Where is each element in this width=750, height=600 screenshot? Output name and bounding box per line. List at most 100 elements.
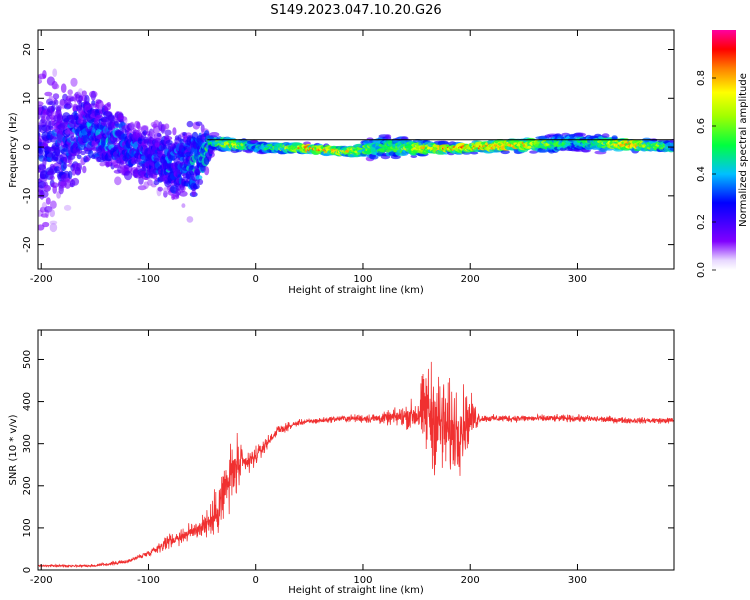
figure-title: S149.2023.047.10.20.G26 [270, 3, 441, 18]
heatmap-cell [186, 120, 194, 128]
heatmap-cell [45, 197, 51, 205]
snr-y-axis-label: SNR (10 * v/v) [8, 414, 19, 485]
colorbar-gradient [712, 30, 736, 270]
heatmap-cell [670, 142, 674, 147]
heatmap-cell [153, 119, 160, 130]
heatmap-y-tick-label: 0 [22, 144, 33, 150]
colorbar-ticks: 0.0 0.2 0.4 0.6 0.8 [696, 70, 716, 278]
heatmap-cell [156, 132, 162, 137]
heatmap-cell [529, 150, 538, 154]
snr-x-tick-label: 300 [568, 575, 587, 586]
snr-y-tick-label: 300 [22, 434, 33, 453]
snr-y-tick-label: 100 [22, 518, 33, 537]
heatmap-cell [62, 162, 68, 169]
colorbar: 0.0 0.2 0.4 0.6 0.8 Normalized spectral ampl… [696, 30, 749, 278]
heatmap-cell [44, 185, 50, 192]
heatmap-cell [179, 190, 188, 197]
heatmap-cell [164, 129, 172, 136]
heatmap-cell [54, 145, 61, 156]
heatmap-x-axis-label: Height of straight line (km) [288, 285, 424, 296]
heatmap-cell [52, 68, 58, 77]
snr-x-axis-label: Height of straight line (km) [288, 585, 424, 596]
heatmap-cell [385, 134, 392, 140]
heatmap-cell [163, 136, 173, 141]
heatmap-cell [53, 99, 59, 106]
heatmap-cell [44, 91, 53, 97]
colorbar-label: Normalized spectral amplitude [738, 73, 749, 227]
heatmap-cell [137, 126, 142, 131]
heatmap-x-tick-label: 100 [353, 274, 372, 285]
heatmap-cell [99, 162, 106, 167]
colorbar-tick-label: 0.8 [696, 70, 707, 86]
heatmap-cell [209, 132, 220, 137]
heatmap-cell [250, 139, 258, 143]
heatmap-cell [81, 90, 87, 97]
heatmap-cell [48, 95, 54, 101]
heatmap-cell [369, 155, 379, 160]
heatmap-cell [106, 102, 112, 107]
heatmap-cell [500, 150, 510, 155]
snr-y-tick-label: 400 [22, 392, 33, 411]
heatmap-x-tick-label: 0 [253, 274, 259, 285]
heatmap-y-tick-label: -20 [22, 236, 33, 252]
heatmap-cell [52, 93, 60, 100]
snr-y-tick-label: 0 [22, 567, 33, 573]
heatmap-cell [84, 94, 90, 105]
heatmap-cell [38, 101, 44, 106]
colorbar-tick-label: 0.2 [696, 214, 707, 230]
heatmap-cell [195, 175, 203, 180]
heatmap-cell [157, 186, 163, 192]
heatmap-cell [51, 104, 56, 112]
heatmap-cell [669, 146, 674, 152]
heatmap-cell [163, 187, 168, 194]
snr-x-tick-label: 100 [353, 575, 372, 586]
heatmap-cell [197, 178, 204, 185]
heatmap-cell [42, 221, 50, 228]
heatmap-cell [123, 170, 133, 181]
colorbar-tick-label: 0.6 [696, 118, 707, 134]
heatmap-y-axis-label: Frequency (Hz) [8, 112, 19, 188]
heatmap-y-tick-label: 10 [22, 92, 33, 105]
heatmap-cell [42, 70, 47, 79]
heatmap-cell [70, 77, 78, 87]
heatmap-cell [390, 154, 401, 160]
heatmap-cell [90, 90, 97, 101]
heatmap-cell [164, 123, 170, 130]
heatmap-cell [76, 162, 83, 172]
heatmap-cell [141, 125, 149, 131]
heatmap-cell [195, 121, 203, 126]
heatmap-x-tick-label: -100 [137, 274, 160, 285]
heatmap-cell [470, 151, 479, 155]
heatmap-y-tick-label: -10 [22, 188, 33, 204]
heatmap-cell [107, 115, 116, 121]
heatmap-cell [80, 150, 86, 156]
heatmap-cell [601, 133, 610, 139]
snr-x-tick-label: -100 [137, 575, 160, 586]
heatmap-x-tick-label: -200 [30, 274, 53, 285]
snr-x-tick-label: 0 [253, 575, 259, 586]
heatmap-x-tick-label: 300 [568, 274, 587, 285]
heatmap-cell [172, 127, 177, 136]
heatmap-cell [52, 83, 60, 90]
heatmap-cell [129, 121, 135, 130]
snr-y-tick-label: 200 [22, 476, 33, 495]
heatmap-cell [576, 132, 586, 137]
heatmap-cell [181, 203, 186, 208]
heatmap-cell [76, 154, 82, 160]
snr-y-tick-label: 500 [22, 350, 33, 369]
colorbar-tick-label: 0.4 [696, 166, 707, 182]
snr-x-ticks: -200 -100 0 100 200 300 [30, 330, 587, 586]
heatmap-cell [68, 170, 73, 179]
heatmap-cell [50, 182, 59, 188]
heatmap-cell [114, 176, 122, 186]
heatmap-y-ticks: -20 -10 0 10 20 [22, 43, 674, 253]
snr-x-tick-label: -200 [30, 575, 53, 586]
heatmap-cell [65, 102, 73, 109]
heatmap-cell [82, 165, 87, 174]
heatmap-cell [204, 166, 210, 176]
heatmap-cell [60, 83, 67, 93]
colorbar-tick-label: 0.0 [696, 262, 707, 278]
heatmap-cell [147, 179, 153, 186]
